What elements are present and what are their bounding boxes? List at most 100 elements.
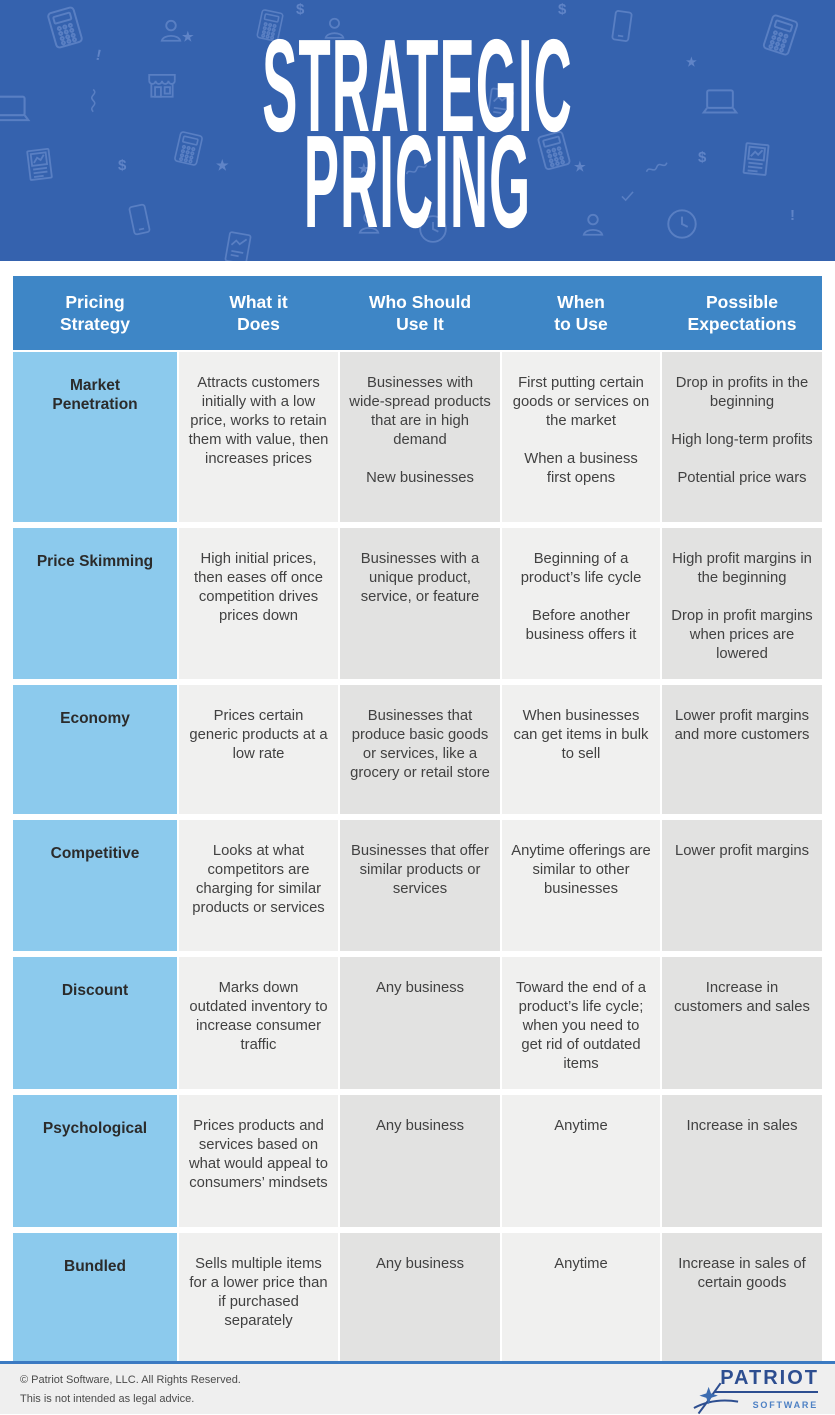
dollar-icon: $: [296, 1, 305, 18]
strategy-label: Economy: [13, 685, 177, 814]
footer-divider: [0, 1361, 835, 1364]
cell-paragraph: When a business first opens: [524, 451, 638, 486]
possible-expectations-cell: Increase in customers and sales: [662, 957, 822, 1089]
cell-paragraph: Lower profit margins and more customers: [674, 708, 810, 743]
cell-paragraph: Marks down outdated inventory to increas…: [189, 980, 328, 1053]
table-row: Economy Prices certain generic products a…: [13, 685, 822, 814]
title-line-2: PRICING: [303, 108, 532, 255]
star-icon: ★: [358, 161, 370, 176]
star-swoosh-icon: [693, 1382, 739, 1415]
strategy-label: Market Penetration: [13, 352, 177, 522]
what-it-does-cell: Prices products and services based on wh…: [179, 1095, 338, 1227]
when-to-use-cell: Anytime offerings are similar to other b…: [502, 820, 660, 951]
table-row: Market Penetration Attracts customers ini…: [13, 352, 822, 522]
cell-paragraph: Any business: [375, 980, 464, 996]
possible-expectations-cell: Drop in profits in the beginning High lon…: [662, 352, 822, 522]
cell-paragraph: Potential price wars: [677, 470, 807, 486]
page-title: STRATEGIC PRICING: [0, 12, 835, 255]
cell-paragraph: Businesses with a unique product, servic…: [360, 551, 480, 605]
cell-paragraph: Lower profit margins: [674, 843, 810, 859]
cell-paragraph: Anytime: [554, 1256, 608, 1272]
logo-subtext: SOFTWARE: [752, 1400, 818, 1410]
who-should-use-it-cell: Businesses that produce basic goods or s…: [340, 685, 500, 814]
cell-paragraph: Increase in sales: [686, 1118, 798, 1134]
tablet-chart-icon: [223, 230, 252, 261]
strategy-label: Competitive: [13, 820, 177, 951]
what-it-does-cell: High initial prices, then eases off once…: [179, 528, 338, 679]
when-to-use-cell: Toward the end of a product’s life cycle…: [502, 957, 660, 1089]
strategy-label: Price Skimming: [13, 528, 177, 679]
table-row: Competitive Looks at what competitors are…: [13, 820, 822, 951]
cell-paragraph: Increase in customers and sales: [674, 980, 810, 1015]
when-to-use-cell: Anytime: [502, 1233, 660, 1361]
cell-paragraph: Anytime offerings are similar to other b…: [511, 843, 651, 897]
who-should-use-it-cell: Any business: [340, 957, 500, 1089]
column-header-who-should-use-it: Who Should Use It: [368, 291, 472, 334]
cell-paragraph: Toward the end of a product’s life cycle…: [516, 980, 646, 1072]
cell-paragraph: Businesses that offer similar products o…: [351, 843, 489, 897]
footer: © Patriot Software, LLC. All Rights Rese…: [0, 1364, 835, 1415]
cell-paragraph: Drop in profit margins when prices are l…: [671, 608, 813, 662]
possible-expectations-cell: Lower profit margins: [662, 820, 822, 951]
star-icon: ★: [686, 55, 697, 69]
cell-paragraph: Increase in sales of certain goods: [678, 1256, 806, 1291]
what-it-does-cell: Looks at what competitors are charging f…: [179, 820, 338, 951]
possible-expectations-cell: Increase in sales of certain goods: [662, 1233, 822, 1361]
cell-paragraph: Before another business offers it: [525, 608, 637, 643]
when-to-use-cell: When businesses can get items in bulk to…: [502, 685, 660, 814]
when-to-use-cell: First putting certain goods or services …: [502, 352, 660, 522]
cell-paragraph: When businesses can get items in bulk to…: [513, 708, 649, 762]
cell-paragraph: Businesses that produce basic goods or s…: [350, 708, 490, 781]
possible-expectations-cell: High profit margins in the beginning Drop…: [662, 528, 822, 679]
disclaimer-text: This is not intended as legal advice.: [20, 1392, 195, 1405]
who-should-use-it-cell: Any business: [340, 1233, 500, 1361]
possible-expectations-cell: Increase in sales: [662, 1095, 822, 1227]
when-to-use-cell: Anytime: [502, 1095, 660, 1227]
what-it-does-cell: Prices certain generic products at a low…: [179, 685, 338, 814]
who-should-use-it-cell: Businesses that offer similar products o…: [340, 820, 500, 951]
strategy-label: Discount: [13, 957, 177, 1089]
banner: ! ★ $ $ ★ ★ $ ★ $ ★ ! STRATEGIC PRICING: [0, 0, 835, 261]
dollar-icon: $: [698, 149, 707, 166]
column-header-when-to-use: When to Use: [554, 291, 608, 334]
possible-expectations-cell: Lower profit margins and more customers: [662, 685, 822, 814]
pricing-strategy-table: Pricing Strategy What it Does Who Should…: [13, 276, 822, 1361]
table-header-row: Pricing Strategy What it Does Who Should…: [13, 276, 822, 350]
cell-paragraph: Any business: [375, 1256, 464, 1272]
when-to-use-cell: Beginning of a product’s life cycle Befor…: [502, 528, 660, 679]
table-row: Price Skimming High initial prices, then …: [13, 528, 822, 679]
cell-paragraph: Attracts customers initially with a low …: [188, 375, 329, 467]
dollar-icon: $: [118, 157, 127, 174]
exclamation-icon: !: [790, 207, 795, 224]
what-it-does-cell: Sells multiple items for a lower price t…: [179, 1233, 338, 1361]
cell-paragraph: Sells multiple items for a lower price t…: [189, 1256, 328, 1329]
column-header-what-it-does: What it Does: [229, 291, 288, 334]
dollar-icon: $: [558, 1, 567, 18]
logo-wordmark: PATRIOT: [720, 1367, 819, 1389]
title-line-1: STRATEGIC: [262, 12, 573, 159]
cell-paragraph: Prices certain generic products at a low…: [189, 708, 328, 762]
cell-paragraph: High initial prices, then eases off once…: [194, 551, 323, 624]
what-it-does-cell: Attracts customers initially with a low …: [179, 352, 338, 522]
who-should-use-it-cell: Businesses with a unique product, servic…: [340, 528, 500, 679]
table-body: Market Penetration Attracts customers ini…: [13, 352, 822, 1361]
column-header-possible-expectations: Possible Expectations: [687, 291, 797, 334]
copyright-text: © Patriot Software, LLC. All Rights Rese…: [20, 1373, 241, 1386]
cell-paragraph: First putting certain goods or services …: [512, 375, 650, 429]
cell-paragraph: Looks at what competitors are charging f…: [192, 843, 325, 916]
star-icon: ★: [574, 159, 586, 174]
cell-paragraph: High profit margins in the beginning: [672, 551, 812, 586]
cell-paragraph: Any business: [375, 1118, 464, 1134]
cell-paragraph: High long-term profits: [671, 432, 813, 448]
cell-paragraph: Prices products and services based on wh…: [188, 1118, 329, 1191]
what-it-does-cell: Marks down outdated inventory to increas…: [179, 957, 338, 1089]
cell-paragraph: New businesses: [366, 470, 474, 486]
patriot-software-logo: PATRIOT SOFTWARE: [693, 1365, 819, 1415]
table-row: Psychological Prices products and service…: [13, 1095, 822, 1227]
column-header-pricing-strategy: Pricing Strategy: [59, 291, 131, 334]
star-icon: ★: [216, 157, 229, 173]
who-should-use-it-cell: Any business: [340, 1095, 500, 1227]
cell-paragraph: Beginning of a product’s life cycle: [520, 551, 642, 586]
cell-paragraph: Anytime: [554, 1118, 608, 1134]
strategy-label: Psychological: [13, 1095, 177, 1227]
